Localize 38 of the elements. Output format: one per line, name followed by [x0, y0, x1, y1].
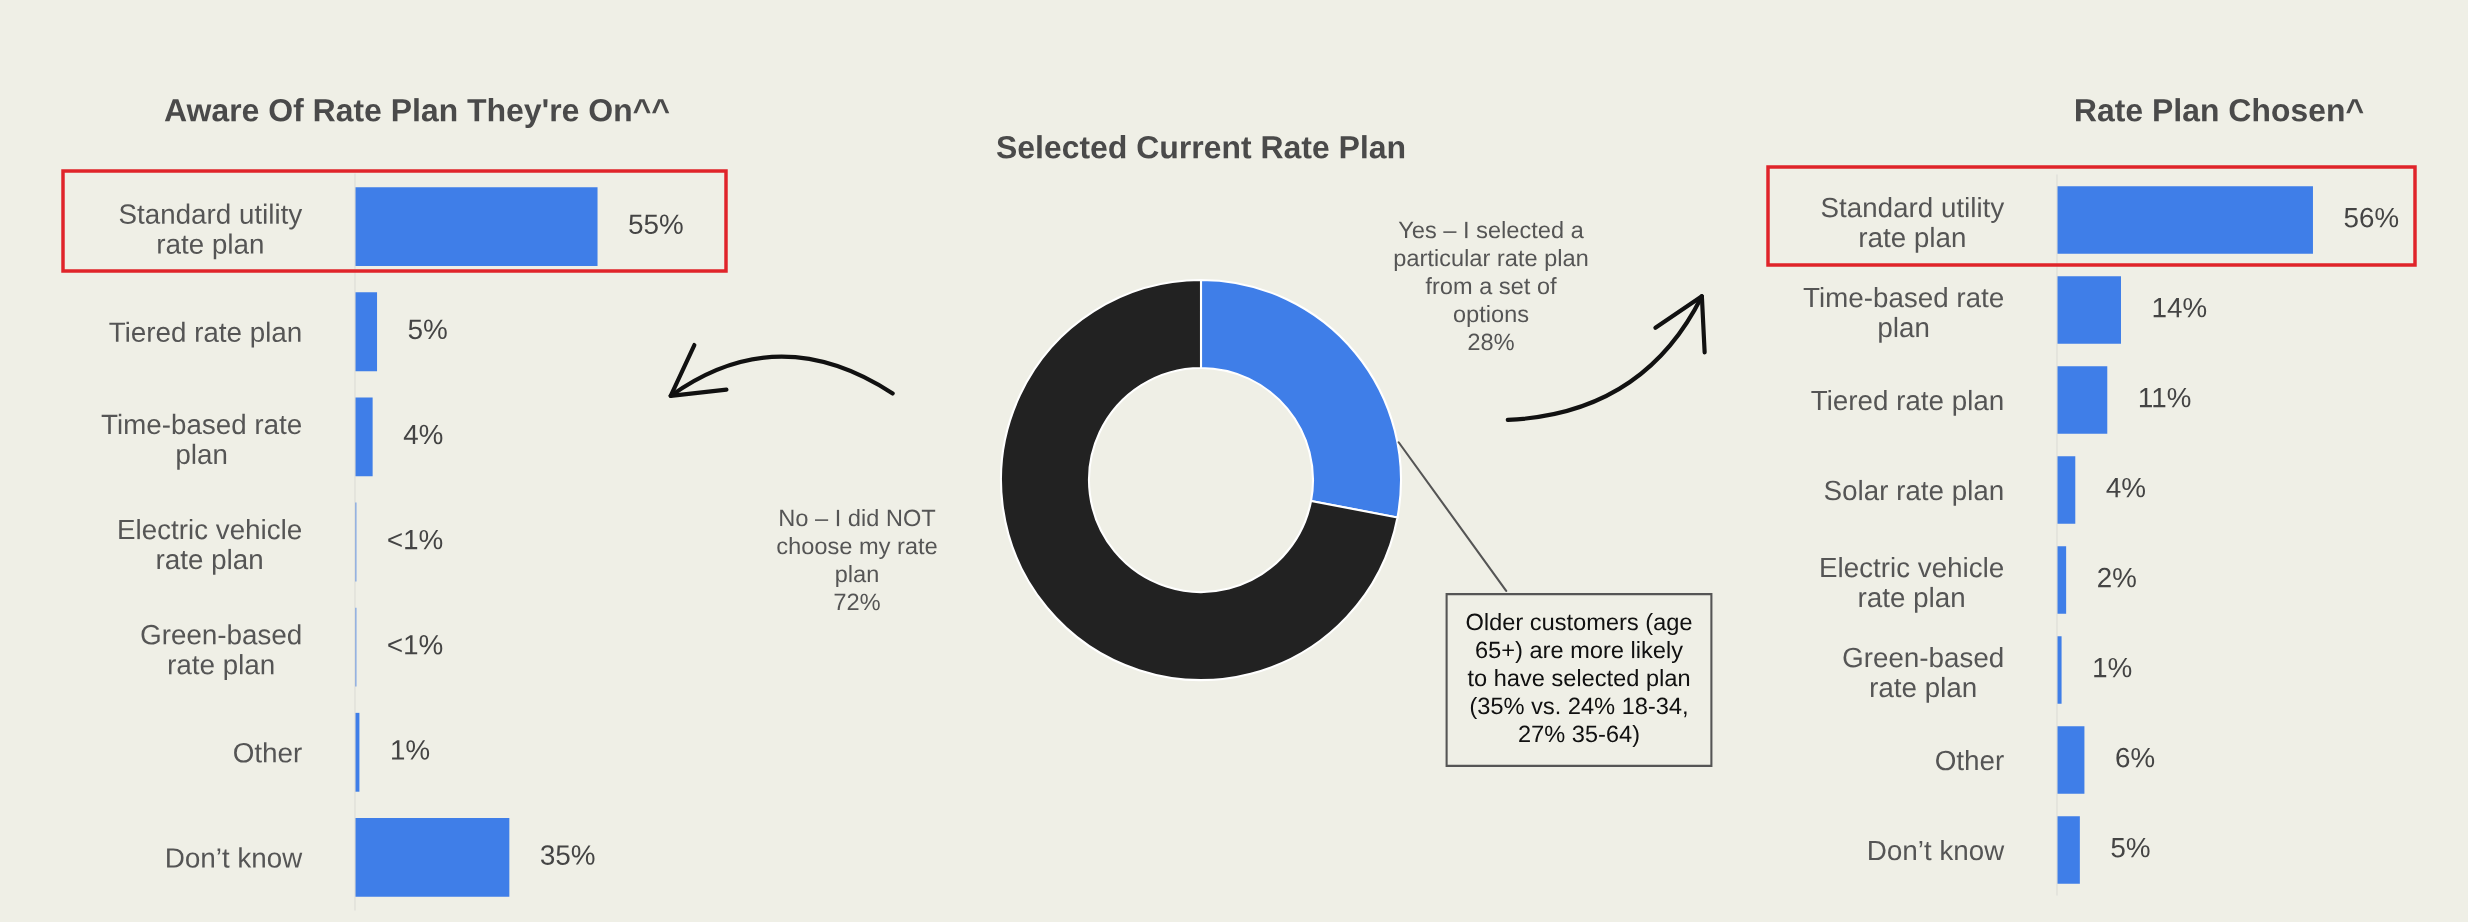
data-label: 28% [1468, 333, 1514, 351]
y-tick-label: Standard utility rate plan [119, 203, 303, 260]
y-tick-label: Standard utility rate plan [1821, 196, 2005, 253]
y-tick-label: Time-based rate plan [1803, 286, 2003, 343]
chart-title: Aware Of Rate Plan They're On^^ [164, 98, 670, 128]
data-label: 1% [392, 740, 430, 760]
chart-title: Selected Current Rate Plan [996, 135, 1405, 159]
y-tick-label: Tiered rate plan [109, 321, 301, 348]
data-label: 35% [540, 845, 595, 865]
data-label: 5% [2111, 837, 2150, 858]
data-label: <1% [388, 635, 443, 655]
y-tick-label: Green-based rate plan [141, 624, 301, 680]
y-tick-label: Other [234, 742, 302, 763]
y-tick-label: Other [1936, 749, 2004, 771]
y-tick-label: Don’t know [1869, 839, 2005, 861]
data-label: <1% [388, 529, 443, 550]
y-tick-label: Green-based rate plan [1843, 646, 2003, 703]
data-label: 72% [834, 593, 880, 611]
slice-label: Yes – I selected a particular rate plan from a set of options [1394, 221, 1588, 327]
y-tick-label: Electric vehicle rate plan [1821, 556, 2003, 613]
data-label: 6% [2116, 747, 2155, 768]
data-label: 5% [408, 319, 447, 340]
text: Older customers (age 65+) are more likely to have selected plan (35% vs. 24% 18-34, 27% 35-64) [1466, 613, 1692, 747]
data-label: 56% [2344, 207, 2399, 228]
y-tick-label: Electric vehicle rate plan [119, 518, 301, 575]
data-label: 4% [403, 424, 443, 445]
data-label: 55% [629, 214, 683, 235]
y-tick-label: Tiered rate plan [1811, 389, 2003, 416]
data-label: 2% [2098, 567, 2136, 588]
y-tick-label: Solar rate plan [1824, 479, 2003, 506]
slice-label: No – I did NOT choose my rate plan [777, 509, 937, 587]
chart-title: Rate Plan Chosen^ [2076, 98, 2364, 122]
data-label: 14% [2153, 297, 2207, 318]
y-tick-label: Time-based rate plan [101, 413, 301, 470]
data-label: 1% [2094, 657, 2132, 678]
y-tick-label: Don’t know [167, 847, 303, 868]
data-label: 4% [2106, 477, 2145, 498]
data-label: 11% [2139, 387, 2191, 408]
